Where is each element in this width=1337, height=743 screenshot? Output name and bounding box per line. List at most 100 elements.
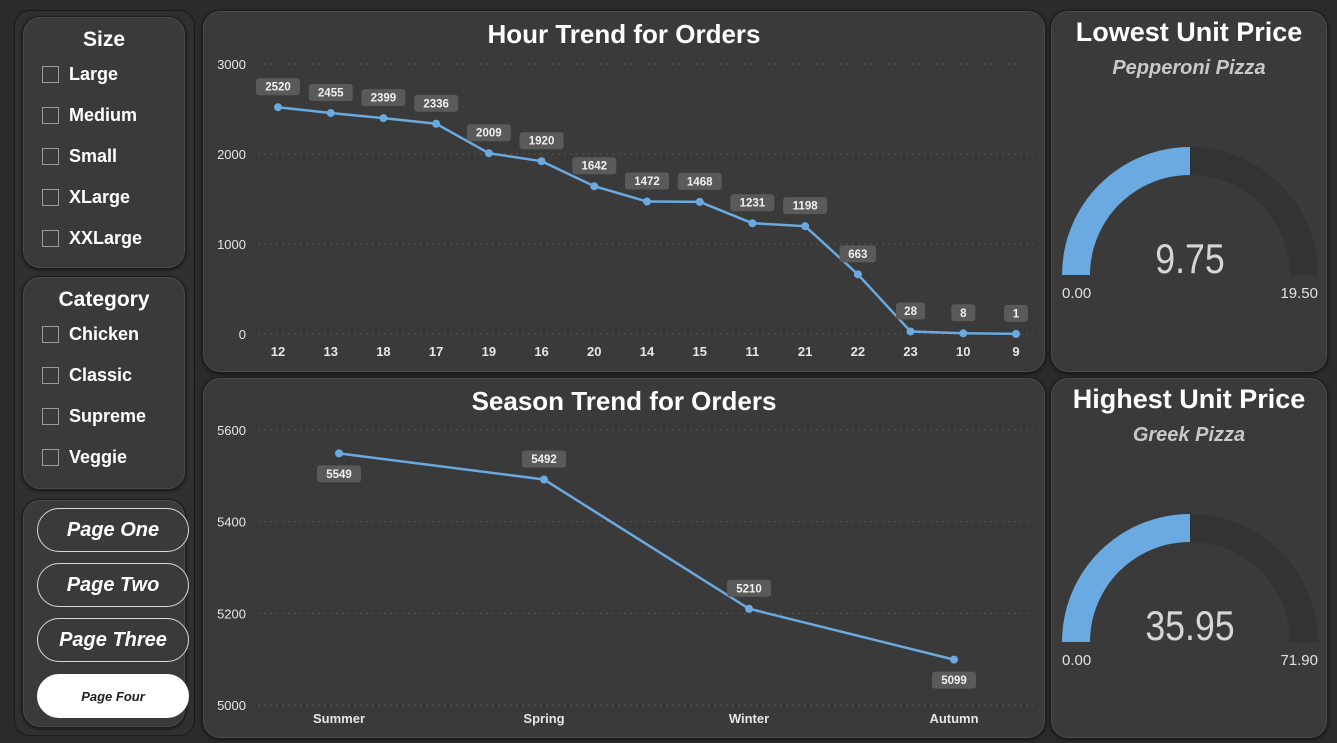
x-tick-label: 18 — [376, 344, 390, 359]
x-tick-label: 14 — [640, 344, 655, 359]
page-three-button[interactable]: Page Three — [37, 618, 189, 662]
data-label-box — [361, 89, 406, 107]
data-label: 1 — [1013, 308, 1020, 320]
data-label-box — [317, 465, 361, 483]
data-label-box — [730, 194, 775, 212]
checkbox[interactable] — [42, 66, 59, 83]
size-slicer: Size Large Medium Small XLarge XXLarge — [22, 16, 186, 269]
hour-trend-title: Hour Trend for Orders — [487, 19, 761, 49]
data-label: 1472 — [634, 176, 660, 188]
filter-option-large[interactable]: Large — [23, 54, 185, 95]
checkbox[interactable] — [42, 408, 59, 425]
data-label-box — [677, 172, 722, 190]
filter-option-label: XLarge — [69, 187, 131, 207]
filter-option-veggie[interactable]: Veggie — [23, 437, 185, 478]
data-label: 2520 — [265, 82, 291, 94]
data-label: 1920 — [529, 136, 555, 148]
filter-option-chicken[interactable]: Chicken — [23, 314, 185, 355]
x-tick-label: Spring — [523, 711, 564, 726]
page-two-button[interactable]: Page Two — [37, 563, 189, 607]
data-point — [950, 655, 958, 664]
page-one-button[interactable]: Page One — [37, 508, 189, 552]
data-label-box — [951, 304, 976, 322]
data-label: 2009 — [476, 128, 502, 140]
data-label-box — [932, 671, 976, 689]
y-tick-label: 1000 — [217, 237, 246, 252]
checkbox[interactable] — [42, 449, 59, 466]
data-point — [540, 475, 548, 484]
lowest-price-title: Lowest Unit Price — [1075, 17, 1303, 47]
season-trend-title: Season Trend for Orders — [471, 386, 777, 416]
y-tick-label: 0 — [239, 327, 246, 342]
data-point — [432, 119, 441, 128]
data-label: 1468 — [687, 176, 713, 188]
page-four-button[interactable]: Page Four — [37, 674, 189, 718]
season-trend-chart: 5000 5200 5400 5600 Summer Spring Winter Autumn… — [217, 423, 1033, 726]
filter-option-small[interactable]: Small — [23, 136, 185, 177]
data-label-box — [256, 78, 300, 96]
checkbox[interactable] — [42, 367, 59, 384]
filter-option-supreme[interactable]: Supreme — [23, 396, 185, 437]
data-label: 2455 — [318, 88, 344, 100]
data-label-box — [625, 172, 669, 190]
filter-option-label: Supreme — [69, 406, 147, 426]
checkbox[interactable] — [42, 230, 59, 247]
filter-option-label: Medium — [69, 105, 138, 125]
x-tick-label: 12 — [271, 344, 285, 359]
size-slicer-title: Size — [82, 28, 126, 51]
x-tick-label: 16 — [534, 344, 548, 359]
x-tick-label: 13 — [323, 344, 337, 359]
x-tick-label: 20 — [587, 344, 601, 359]
data-label: 8 — [960, 308, 967, 320]
x-tick-label: Summer — [313, 711, 365, 726]
data-label-box — [308, 84, 353, 102]
checkbox[interactable] — [42, 326, 59, 343]
filter-option-label: Small — [69, 146, 118, 166]
data-label-box — [572, 157, 617, 175]
data-point — [801, 222, 810, 231]
data-label-box — [1004, 304, 1028, 322]
data-label: 5549 — [326, 469, 352, 481]
x-tick-label: 21 — [798, 344, 812, 359]
category-slicer-title: Category — [58, 288, 150, 311]
lowest-price-product: Pepperoni Pizza — [1112, 57, 1266, 79]
checkbox[interactable] — [42, 189, 59, 206]
filter-option-label: Classic — [69, 365, 133, 385]
filter-option-xlarge[interactable]: XLarge — [23, 177, 185, 218]
checkbox[interactable] — [42, 107, 59, 124]
highest-price-gauge: 35.95 0.00 71.90 — [1062, 514, 1318, 669]
data-point — [959, 329, 968, 338]
checkbox[interactable] — [42, 148, 59, 165]
x-tick-label: 15 — [692, 344, 706, 359]
gauge-fill — [1062, 514, 1190, 642]
category-slicer: Category Chicken Classic Supreme Veggie — [22, 276, 186, 490]
data-point — [326, 109, 335, 118]
data-label-box — [896, 302, 926, 320]
data-point — [484, 149, 493, 158]
lowest-price-gauge: 9.75 0.00 19.50 — [1062, 147, 1318, 302]
x-tick-label: Autumn — [929, 711, 978, 726]
data-label: 5492 — [531, 454, 557, 466]
data-label-box — [783, 197, 828, 215]
filter-option-medium[interactable]: Medium — [23, 95, 185, 136]
data-point — [853, 270, 862, 279]
series-line — [338, 452, 955, 661]
page-navigation: Page One Page Two Page Three Page Four — [22, 499, 189, 728]
filter-option-xxlarge[interactable]: XXLarge — [23, 218, 185, 259]
highest-price-product: Greek Pizza — [1132, 424, 1246, 446]
gauge-value: 9.75 — [1155, 236, 1224, 282]
data-point — [745, 604, 753, 613]
data-point — [537, 157, 546, 166]
gauge-min-label: 0.00 — [1062, 652, 1091, 669]
y-tick-label: 3000 — [217, 57, 246, 72]
filter-option-label: XXLarge — [69, 228, 143, 248]
x-tick-label: 22 — [851, 344, 865, 359]
y-tick-label: 5400 — [217, 515, 246, 530]
series-line — [277, 105, 1017, 336]
y-tick-label: 5600 — [217, 423, 246, 438]
data-point — [695, 197, 704, 206]
data-point — [590, 182, 599, 191]
gauge-value: 35.95 — [1145, 603, 1234, 649]
filter-option-classic[interactable]: Classic — [23, 355, 185, 396]
